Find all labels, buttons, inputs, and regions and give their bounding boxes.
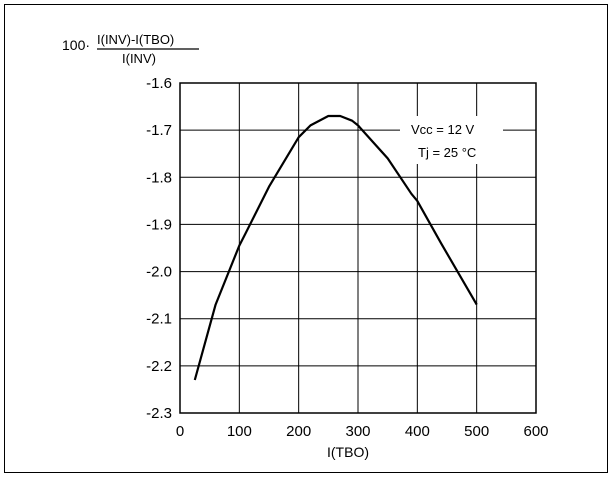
x-axis-label: I(TBO) <box>327 444 369 460</box>
y-tick-label: -2.2 <box>146 358 172 375</box>
annotation-background <box>400 116 503 164</box>
x-tick-label: 200 <box>286 423 311 440</box>
y-tick-label: -1.6 <box>146 75 172 92</box>
y-tick-label: -2.3 <box>146 405 172 422</box>
y-tick-label: -1.7 <box>146 122 172 139</box>
x-tick-label: 100 <box>227 423 252 440</box>
chart-frame <box>4 4 608 473</box>
series-line <box>193 114 478 381</box>
y-axis-label-denominator: I(INV) <box>122 51 156 66</box>
y-tick-label: -2.1 <box>146 311 172 328</box>
x-tick-label: 600 <box>523 423 548 440</box>
x-tick-label: 300 <box>345 423 370 440</box>
annotation-vcc: Vcc = 12 V <box>411 122 475 137</box>
y-tick-label: -1.8 <box>146 169 172 186</box>
x-tick-label: 400 <box>405 423 430 440</box>
x-tick-label: 500 <box>464 423 489 440</box>
x-tick-label: 0 <box>176 423 184 440</box>
y-tick-label: -1.9 <box>146 216 172 233</box>
annotation-tj: Tj = 25 °C <box>418 145 476 160</box>
y-axis-label-numerator: I(INV)-I(TBO) <box>97 32 174 47</box>
y-tick-label: -2.0 <box>146 264 172 281</box>
y-axis-label-prefix: 100· <box>62 37 90 53</box>
